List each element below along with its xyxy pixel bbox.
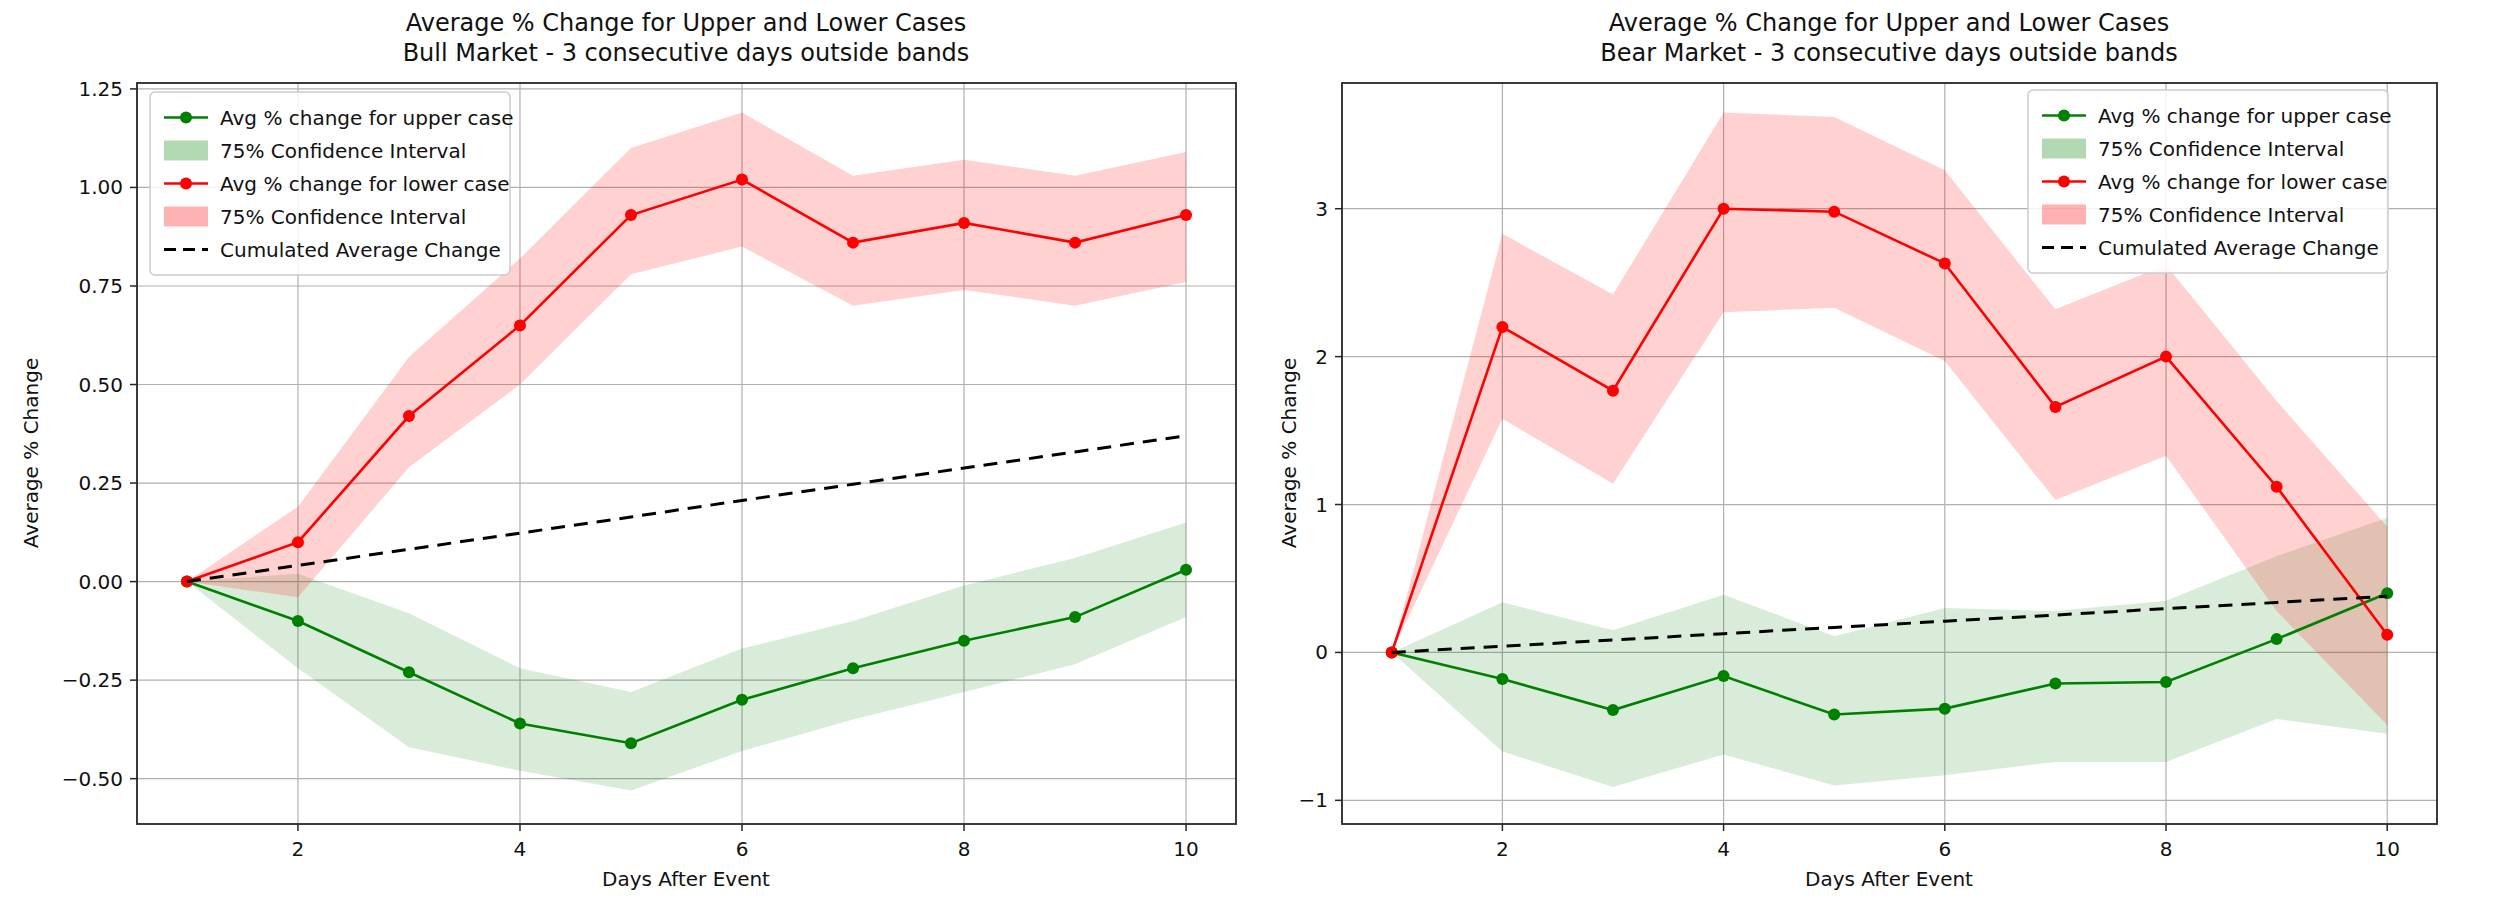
lower-case-line-marker — [403, 410, 415, 422]
legend-label: 75% Confidence Interval — [2098, 203, 2344, 227]
legend-label: 75% Confidence Interval — [220, 205, 466, 229]
upper-case-line-marker — [1939, 703, 1951, 715]
y-tick-label: −1 — [1299, 788, 1328, 812]
y-tick-label: 0.25 — [78, 471, 123, 495]
upper-case-line-marker — [625, 737, 637, 749]
bear-market-chart: 2468103210−1 Average % Change for Upper … — [1260, 0, 2520, 904]
lower-case-line-marker — [625, 209, 637, 221]
legend-marker-sample — [2058, 110, 2070, 122]
upper-case-line-marker — [292, 615, 304, 627]
y-tick-label: 1.00 — [78, 175, 123, 199]
lower-case-line-marker — [514, 319, 526, 331]
legend-label: Avg % change for lower case — [220, 172, 510, 196]
x-tick-label: 10 — [2375, 837, 2400, 861]
figure: 2468101.251.000.750.500.250.00−0.25−0.50… — [0, 0, 2520, 904]
lower-case-line-marker — [1069, 237, 1081, 249]
legend-label: Avg % change for upper case — [220, 106, 514, 130]
y-tick-label: −0.25 — [62, 668, 123, 692]
upper-case-line-marker — [1607, 704, 1619, 716]
chart-title: Average % Change for Upper and Lower Cas… — [406, 9, 967, 37]
upper-case-line-marker — [736, 694, 748, 706]
lower-case-line-marker — [1718, 203, 1730, 215]
legend-label: Cumulated Average Change — [220, 238, 501, 262]
chart-title: Average % Change for Upper and Lower Cas… — [1609, 9, 2170, 37]
x-tick-label: 2 — [292, 837, 305, 861]
lower-case-line-marker — [958, 217, 970, 229]
lower-case-line-marker — [1939, 257, 1951, 269]
y-axis-label: Average % Change — [1277, 358, 1301, 548]
legend-patch-sample — [164, 207, 208, 227]
legend-marker-sample — [180, 178, 192, 190]
upper-confidence-band — [187, 522, 1186, 790]
legend: Avg % change for upper case 75% Confidenc… — [2028, 90, 2392, 273]
x-tick-label: 8 — [958, 837, 971, 861]
legend-marker-sample — [2058, 176, 2070, 188]
y-tick-label: 0.75 — [78, 274, 123, 298]
y-tick-label: −0.50 — [62, 767, 123, 791]
legend-patch-sample — [2042, 139, 2086, 159]
x-tick-label: 6 — [736, 837, 749, 861]
lower-case-line-marker — [1180, 209, 1192, 221]
upper-case-line-marker — [847, 662, 859, 674]
x-tick-label: 8 — [2160, 837, 2173, 861]
upper-case-line-marker — [958, 635, 970, 647]
upper-case-line-marker — [1069, 611, 1081, 623]
legend-label: 75% Confidence Interval — [2098, 137, 2344, 161]
y-tick-label: 0 — [1315, 640, 1328, 664]
y-tick-label: 1 — [1315, 493, 1328, 517]
x-axis-label: Days After Event — [602, 867, 770, 891]
y-tick-label: 0.50 — [78, 373, 123, 397]
x-axis-label: Days After Event — [1805, 867, 1973, 891]
x-tick-label: 2 — [1496, 837, 1509, 861]
y-tick-label: 2 — [1315, 345, 1328, 369]
lower-case-line-marker — [847, 237, 859, 249]
upper-case-line-marker — [2160, 676, 2172, 688]
x-tick-label: 4 — [514, 837, 527, 861]
x-tick-label: 10 — [1173, 837, 1198, 861]
lower-case-line-marker — [2160, 351, 2172, 363]
upper-case-line-marker — [1828, 709, 1840, 721]
chart-subtitle: Bull Market - 3 consecutive days outside… — [403, 39, 970, 67]
lower-case-line-marker — [1496, 321, 1508, 333]
legend-patch-sample — [2042, 205, 2086, 225]
legend-marker-sample — [180, 112, 192, 124]
legend-label: Avg % change for upper case — [2098, 104, 2392, 128]
legend-label: Cumulated Average Change — [2098, 236, 2379, 260]
upper-case-line-marker — [1496, 673, 1508, 685]
lower-case-line-marker — [292, 536, 304, 548]
legend-label: Avg % change for lower case — [2098, 170, 2388, 194]
x-tick-label: 4 — [1717, 837, 1730, 861]
legend-patch-sample — [164, 141, 208, 161]
y-tick-label: 1.25 — [78, 77, 123, 101]
upper-case-line-marker — [514, 717, 526, 729]
lower-case-line-marker — [736, 174, 748, 186]
upper-case-line-marker — [403, 666, 415, 678]
chart-subtitle: Bear Market - 3 consecutive days outside… — [1600, 39, 2177, 67]
lower-case-line-marker — [2381, 629, 2393, 641]
legend: Avg % change for upper case 75% Confidenc… — [150, 92, 514, 275]
y-tick-label: 3 — [1315, 197, 1328, 221]
upper-case-line-marker — [1180, 564, 1192, 576]
lower-case-line-marker — [2049, 401, 2061, 413]
lower-case-line-marker — [1607, 385, 1619, 397]
upper-case-line-marker — [2271, 633, 2283, 645]
x-tick-label: 6 — [1938, 837, 1951, 861]
lower-case-line-marker — [2271, 481, 2283, 493]
y-axis-label: Average % Change — [19, 358, 43, 548]
upper-confidence-band — [1392, 518, 2387, 787]
upper-case-line-marker — [2049, 677, 2061, 689]
upper-case-line-marker — [1718, 670, 1730, 682]
bull-market-chart: 2 4 6 8 10 1.25 1.00 0.75 0.50 0.25 0.00 −0.25 −0.50… — [0, 0, 1260, 904]
lower-case-line-marker — [1828, 206, 1840, 218]
y-tick-label: 0.00 — [78, 570, 123, 594]
legend-label: 75% Confidence Interval — [220, 139, 466, 163]
